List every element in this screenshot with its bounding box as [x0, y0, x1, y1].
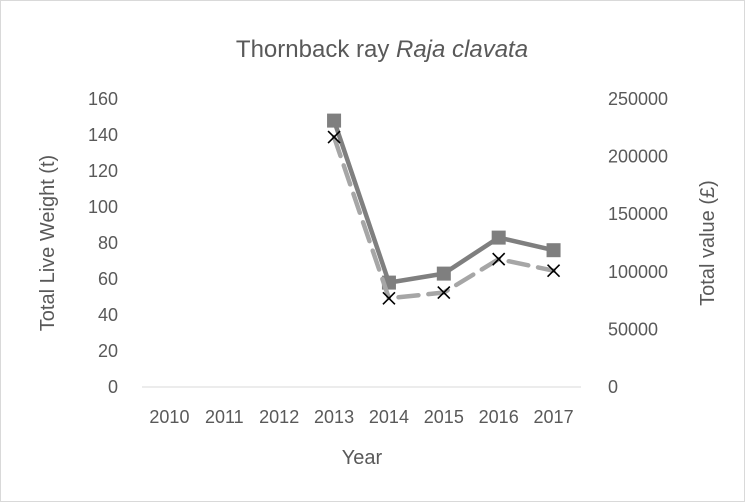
y2-tick-label: 200000 [608, 147, 668, 167]
y-tick-label: 100 [88, 197, 118, 217]
data-point [437, 285, 451, 300]
series-2 [327, 130, 561, 305]
y2-axis-ticks: 0 50000 100000 150000 200000 250000 [608, 89, 668, 397]
chart-title-species: Raja clavata [396, 36, 528, 63]
x-tick-label: 2010 [149, 407, 189, 427]
data-point [382, 291, 396, 305]
y-tick-label: 0 [108, 377, 118, 397]
chart-title: Thornback ray Raja clavata [236, 36, 528, 63]
y2-axis-title: Total value (£) [697, 180, 719, 306]
y2-tick-label: 50000 [608, 319, 658, 339]
x-tick-label: 2017 [534, 407, 574, 427]
series-layer [327, 113, 561, 305]
x-tick-label: 2015 [424, 407, 464, 427]
data-point [327, 113, 342, 128]
x-tick-label: 2016 [479, 407, 519, 427]
x-tick-label: 2014 [369, 407, 409, 427]
x-axis-title: Year [342, 447, 383, 469]
y-tick-label: 140 [88, 125, 118, 145]
y2-tick-label: 0 [608, 377, 618, 397]
y-tick-label: 80 [98, 233, 118, 253]
data-point [546, 243, 561, 258]
data-point [546, 264, 561, 278]
data-point [327, 130, 341, 144]
data-point [491, 230, 506, 245]
x-tick-label: 2012 [259, 407, 299, 427]
y-tick-label: 160 [88, 89, 118, 109]
y-axis-title: Total Live Weight (t) [37, 155, 59, 331]
y-tick-label: 60 [98, 269, 118, 289]
data-point [436, 266, 451, 281]
data-point [492, 252, 506, 266]
y-axis-ticks: 0 20 40 60 80 100 120 140 160 [88, 89, 118, 397]
x-axis-ticks: 2010 2011 2012 2013 2014 2015 2016 2017 [149, 407, 573, 427]
series-line [331, 118, 556, 285]
y-tick-label: 20 [98, 341, 118, 361]
y2-tick-label: 150000 [608, 204, 668, 224]
series-1 [327, 113, 561, 290]
y-tick-label: 120 [88, 161, 118, 181]
chart-title-text: Thornback ray [236, 36, 389, 63]
x-tick-label: 2011 [205, 407, 244, 427]
y2-tick-label: 100000 [608, 262, 668, 282]
x-tick-label: 2013 [314, 407, 354, 427]
y-tick-label: 40 [98, 305, 118, 325]
y2-tick-label: 250000 [608, 89, 668, 109]
